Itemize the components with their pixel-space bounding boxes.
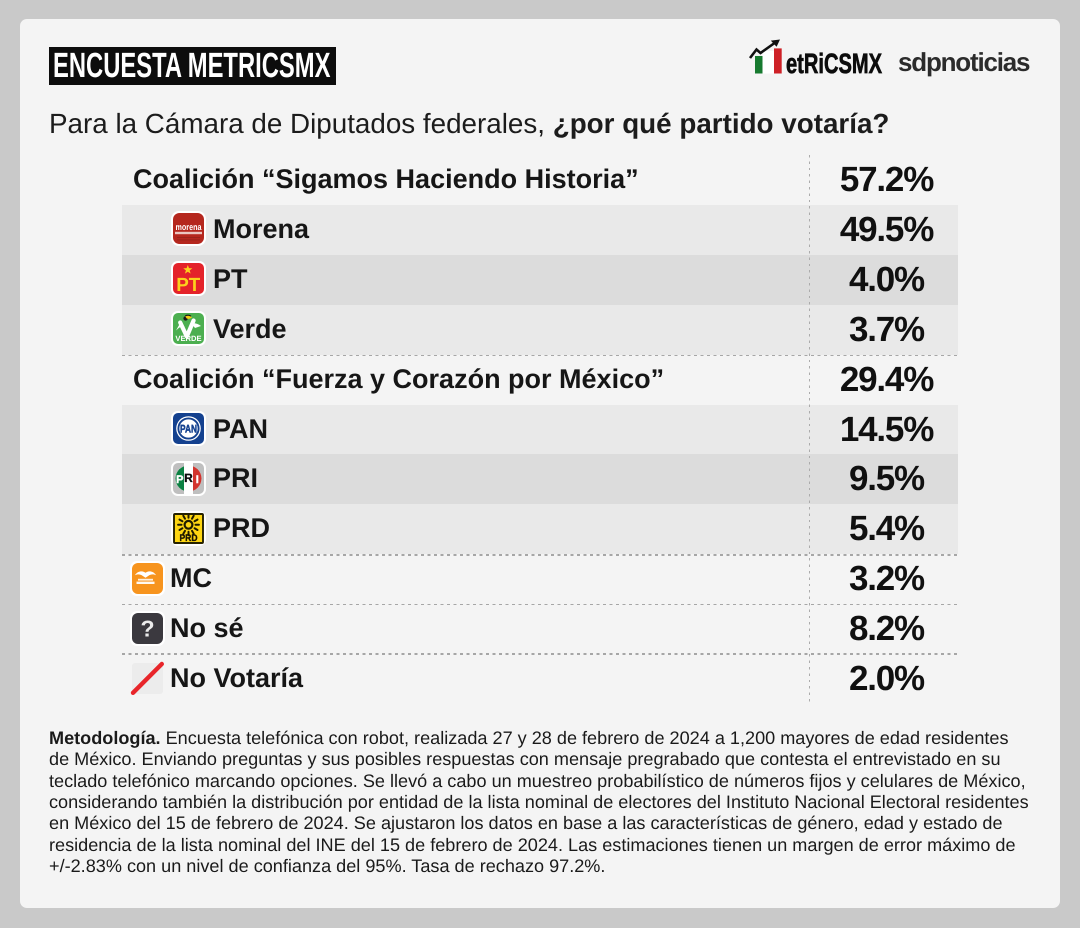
svg-text:VERDE: VERDE [175,334,201,343]
svg-text:PAN: PAN [180,423,197,435]
svg-text:?: ? [140,615,154,641]
svg-text:I: I [196,474,199,486]
svg-text:P: P [176,474,183,486]
svg-text:PRD: PRD [180,533,198,544]
svg-text:R: R [184,471,193,485]
svg-text:morena: morena [176,222,203,232]
svg-text:PT: PT [176,275,200,296]
svg-text:etRiCSMX: etRiCSMX [786,48,882,78]
